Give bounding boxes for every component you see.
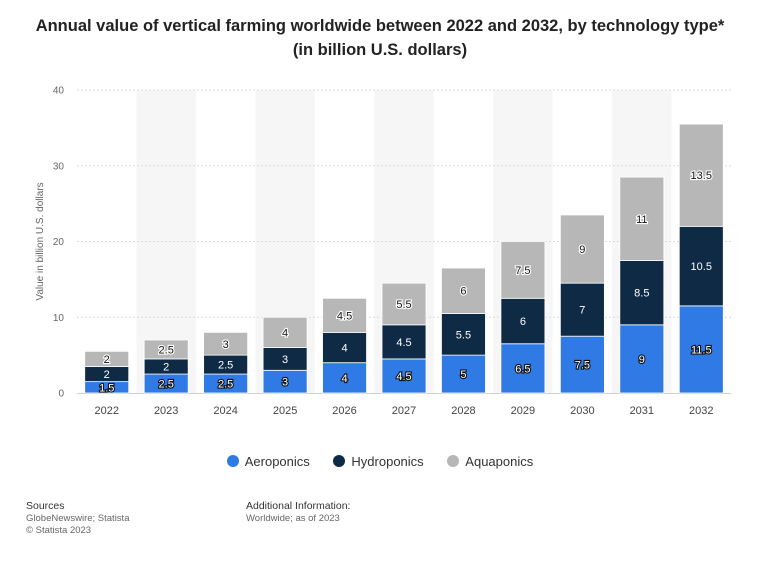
bar-aeroponics-2029 bbox=[500, 343, 546, 394]
y-tick-label: 10 bbox=[53, 313, 65, 324]
x-tick-label: 2025 bbox=[273, 405, 297, 417]
bar-hydroponics-2031 bbox=[619, 260, 665, 326]
additional-info-block: Additional Information: Worldwide; as of… bbox=[246, 500, 350, 525]
bar-aeroponics-2028 bbox=[441, 354, 486, 394]
data-label: 6 bbox=[520, 316, 526, 328]
bar-aquaponics-2029 bbox=[500, 241, 546, 299]
sources-text: GlobeNewswire; Statista bbox=[26, 513, 130, 524]
bar-aeroponics-2026 bbox=[322, 362, 367, 394]
x-tick-label: 2023 bbox=[154, 405, 178, 417]
data-label: 8.5 bbox=[634, 288, 649, 300]
additional-info-heading: Additional Information: bbox=[246, 500, 351, 512]
x-tick-label: 2029 bbox=[511, 405, 535, 417]
bar-hydroponics-2026 bbox=[322, 331, 367, 364]
data-label: 4.5 bbox=[396, 337, 411, 349]
data-label: 4 bbox=[282, 327, 288, 339]
data-label: 9 bbox=[579, 244, 585, 256]
legend-label-aeroponics: Aeroponics bbox=[244, 453, 310, 469]
data-label: 11.5 bbox=[691, 344, 712, 356]
x-tick-label: 2027 bbox=[392, 405, 416, 417]
sources-heading: Sources bbox=[26, 500, 65, 512]
legend-label-hydroponics: Hydroponics bbox=[351, 453, 424, 469]
bar-hydroponics-2032 bbox=[678, 225, 724, 307]
bar-aquaponics-2030 bbox=[559, 214, 605, 284]
sources-block: Sources GlobeNewswire; Statista © Statis… bbox=[26, 500, 129, 537]
bar-aeroponics-2032 bbox=[678, 305, 724, 394]
data-label: 6.5 bbox=[515, 363, 530, 375]
x-tick-label: 2026 bbox=[332, 405, 356, 417]
data-label: 13.5 bbox=[691, 170, 712, 182]
legend-dot-aquaponics bbox=[447, 455, 460, 468]
data-label: 4 bbox=[341, 373, 347, 385]
data-label: 5.5 bbox=[456, 329, 471, 341]
data-label: 7 bbox=[579, 305, 585, 317]
x-tick-label: 2024 bbox=[213, 405, 237, 417]
legend-item-hydroponics[interactable]: Hydroponics bbox=[333, 453, 424, 469]
legend-item-aeroponics[interactable]: Aeroponics bbox=[226, 453, 310, 469]
y-axis-title: Value in billion U.S. dollars bbox=[35, 182, 46, 300]
bar-aeroponics-2031 bbox=[619, 324, 665, 394]
bar-aquaponics-2027 bbox=[381, 282, 427, 326]
additional-info-text: Worldwide; as of 2023 bbox=[246, 513, 340, 524]
y-tick-label: 30 bbox=[53, 161, 65, 172]
bar-aquaponics-2024 bbox=[203, 331, 249, 356]
bar-aquaponics-2023 bbox=[143, 339, 189, 360]
data-label: 7.5 bbox=[515, 265, 530, 277]
legend-dot-hydroponics bbox=[333, 455, 346, 468]
data-label: 5 bbox=[460, 369, 466, 381]
data-label: 11 bbox=[636, 214, 647, 226]
x-tick-label: 2032 bbox=[689, 405, 713, 417]
data-label: 10.5 bbox=[691, 261, 712, 273]
data-label: 2 bbox=[104, 369, 110, 381]
data-label: 2.5 bbox=[159, 379, 174, 391]
y-tick-label: 0 bbox=[58, 389, 64, 400]
bar-aeroponics-2030 bbox=[559, 335, 605, 394]
data-label: 4.5 bbox=[337, 310, 352, 322]
copyright-text: © Statista 2023 bbox=[26, 525, 92, 536]
data-label: 5.5 bbox=[396, 299, 411, 311]
bar-aquaponics-2026 bbox=[322, 297, 367, 333]
data-label: 2.5 bbox=[159, 344, 174, 356]
data-label: 4 bbox=[341, 343, 347, 355]
data-label: 9 bbox=[639, 354, 645, 366]
bar-aquaponics-2025 bbox=[262, 316, 308, 348]
legend-dot-aeroponics bbox=[226, 455, 239, 468]
y-tick-label: 40 bbox=[53, 86, 65, 97]
bar-aeroponics-2027 bbox=[381, 358, 427, 394]
data-label: 6 bbox=[460, 286, 466, 298]
data-label: 3 bbox=[223, 339, 229, 351]
data-label: 2 bbox=[104, 354, 110, 366]
chart-legend: Aeroponics Hydroponics Aquaponics bbox=[0, 452, 760, 469]
y-tick-label: 20 bbox=[53, 237, 65, 248]
bar-aquaponics-2032 bbox=[678, 123, 724, 227]
bar-hydroponics-2029 bbox=[500, 297, 546, 345]
data-label: 2.5 bbox=[218, 379, 233, 391]
legend-label-aquaponics: Aquaponics bbox=[465, 453, 534, 469]
data-label: 1.5 bbox=[99, 382, 114, 394]
bar-aquaponics-2022 bbox=[84, 350, 130, 367]
x-tick-label: 2031 bbox=[630, 405, 654, 417]
data-label: 2.5 bbox=[218, 360, 233, 372]
x-tick-label: 2030 bbox=[570, 405, 594, 417]
bar-hydroponics-2027 bbox=[381, 324, 427, 360]
bar-aquaponics-2028 bbox=[441, 267, 486, 314]
data-label: 4.5 bbox=[396, 371, 411, 383]
bar-hydroponics-2028 bbox=[441, 313, 486, 356]
chart-title: Annual value of vertical farming worldwi… bbox=[35, 17, 725, 59]
x-tick-label: 2028 bbox=[451, 405, 475, 417]
data-label: 3 bbox=[282, 354, 288, 366]
data-label: 3 bbox=[282, 377, 288, 389]
data-label: 2 bbox=[163, 361, 169, 373]
x-tick-label: 2022 bbox=[94, 405, 118, 417]
data-label: 7.5 bbox=[575, 360, 590, 372]
bar-hydroponics-2030 bbox=[559, 282, 605, 337]
bar-aquaponics-2031 bbox=[619, 176, 665, 261]
legend-item-aquaponics[interactable]: Aquaponics bbox=[447, 453, 533, 469]
